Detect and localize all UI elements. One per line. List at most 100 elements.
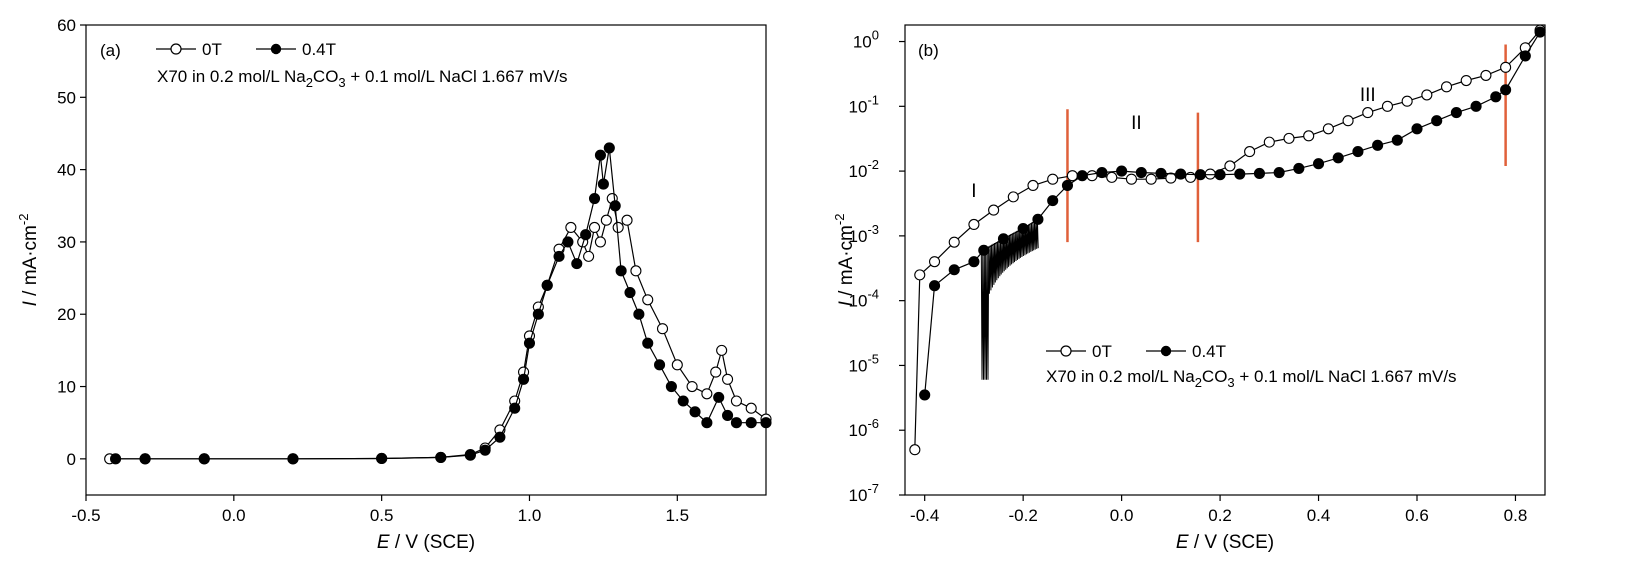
point-04t [1096,166,1108,179]
point-04t [597,178,609,190]
legend-a-marker-04t [270,43,282,55]
point-04t [1047,195,1059,207]
x-tick-label: 0.0 [222,506,246,525]
point-0t [642,294,654,306]
y-tick-label: 60 [57,16,76,35]
x-tick-label: 0.6 [1405,506,1429,525]
point-04t [198,453,210,465]
y-tick-label: 10-6 [849,416,879,440]
point-0t [1480,69,1492,81]
point-04t [624,286,636,299]
point-0t [1125,173,1138,185]
point-0t [1263,136,1275,148]
point-04t [615,265,627,277]
point-04t [677,395,689,407]
point-04t [1032,213,1044,225]
panel-a-frame [85,24,767,496]
panel-a: -0.5 0.0 0.5 1.0 1.5 0 10 20 30 40 50 60 (a) 0T 0.4… [16,16,772,553]
point-04t [1293,162,1305,174]
region-label: II [1131,113,1142,134]
point-04t [509,402,521,414]
point-04t [978,244,990,256]
panel-b-ticks: -0.4 -0.2 0.0 0.2 0.4 0.6 0.8 100 10-1 10-2 10-3 10… [849,28,1528,525]
panel-a-ticks: -0.5 0.0 0.5 1.0 1.5 0 10 20 30 40 50 60 [57,16,689,525]
point-0t [583,250,595,262]
y-tick-label: 10-5 [849,351,879,375]
point-04t [464,449,476,461]
point-0t [1303,130,1315,142]
point-04t [518,373,530,385]
point-04t [1391,134,1403,146]
point-04t [541,279,553,291]
point-04t [376,452,388,465]
y-tick-label: 10-1 [849,92,879,116]
point-04t [287,453,299,465]
y-tick-label: 10 [57,378,76,397]
point-04t [1411,123,1423,135]
point-04t [1155,167,1167,179]
point-04t [1175,168,1187,180]
y-tick-label: 50 [57,88,76,107]
point-04t [1234,168,1246,180]
point-04t [1470,100,1482,112]
panel-a-xlabel: E / V (SCE) [377,532,475,553]
x-tick-label: -0.5 [71,506,100,525]
y-tick-label: 40 [57,161,76,180]
legend-a-marker-0t [170,43,182,55]
y-tick-label: 100 [853,28,879,52]
point-0t [1500,61,1512,73]
point-0t [928,256,941,268]
point-04t [139,453,151,465]
point-04t [110,453,122,465]
panel-a-label: (a) [100,41,121,60]
y-tick-label: 20 [57,305,76,324]
point-0t [914,269,926,281]
legend-a-text-04t: 0.4T [302,40,336,59]
point-0t [1381,100,1394,112]
point-0t [701,388,713,400]
point-04t [594,149,606,161]
legend-a-text-0t: 0T [202,40,222,59]
point-0t [1322,123,1334,135]
point-0t [1224,160,1236,172]
legend-b-marker-04t [1160,345,1172,357]
point-0t [1047,173,1059,185]
point-04t [701,417,713,429]
panel-a-legend: 0T 0.4T [156,40,336,59]
point-04t [968,256,980,268]
x-tick-label: 0.5 [370,506,394,525]
point-04t [1332,152,1344,164]
y-tick-label: 30 [57,233,76,252]
point-0t [588,221,601,234]
point-04t [571,258,583,270]
point-04t [1431,115,1443,127]
point-04t [633,308,645,320]
point-04t [1500,84,1512,96]
point-0t [1460,74,1472,87]
point-04t [1534,26,1546,38]
point-04t [1450,107,1462,119]
point-04t [928,280,941,292]
point-04t [730,417,742,429]
point-0t [745,402,757,414]
point-04t [713,391,725,403]
panel-b-series [909,24,1546,456]
point-04t [722,409,734,422]
panel-a-annotation: X70 in 0.2 mol/L Na2CO3 + 0.1 mol/L NaCl… [157,67,568,90]
point-04t [1076,170,1088,182]
point-04t [1214,169,1226,181]
x-tick-label: 0.2 [1208,506,1232,525]
point-04t [997,233,1010,245]
point-0t [948,236,960,248]
point-0t [1086,170,1098,182]
point-0t [600,214,612,226]
point-04t [479,444,491,456]
x-tick-label: 0.8 [1504,506,1528,525]
region-label: III [1360,85,1376,106]
point-0t [1204,168,1216,180]
panel-b-label: (b) [918,41,939,60]
point-0t [1342,115,1354,127]
point-0t [1007,191,1019,203]
point-04t [1253,167,1266,179]
point-04t [1273,166,1285,179]
